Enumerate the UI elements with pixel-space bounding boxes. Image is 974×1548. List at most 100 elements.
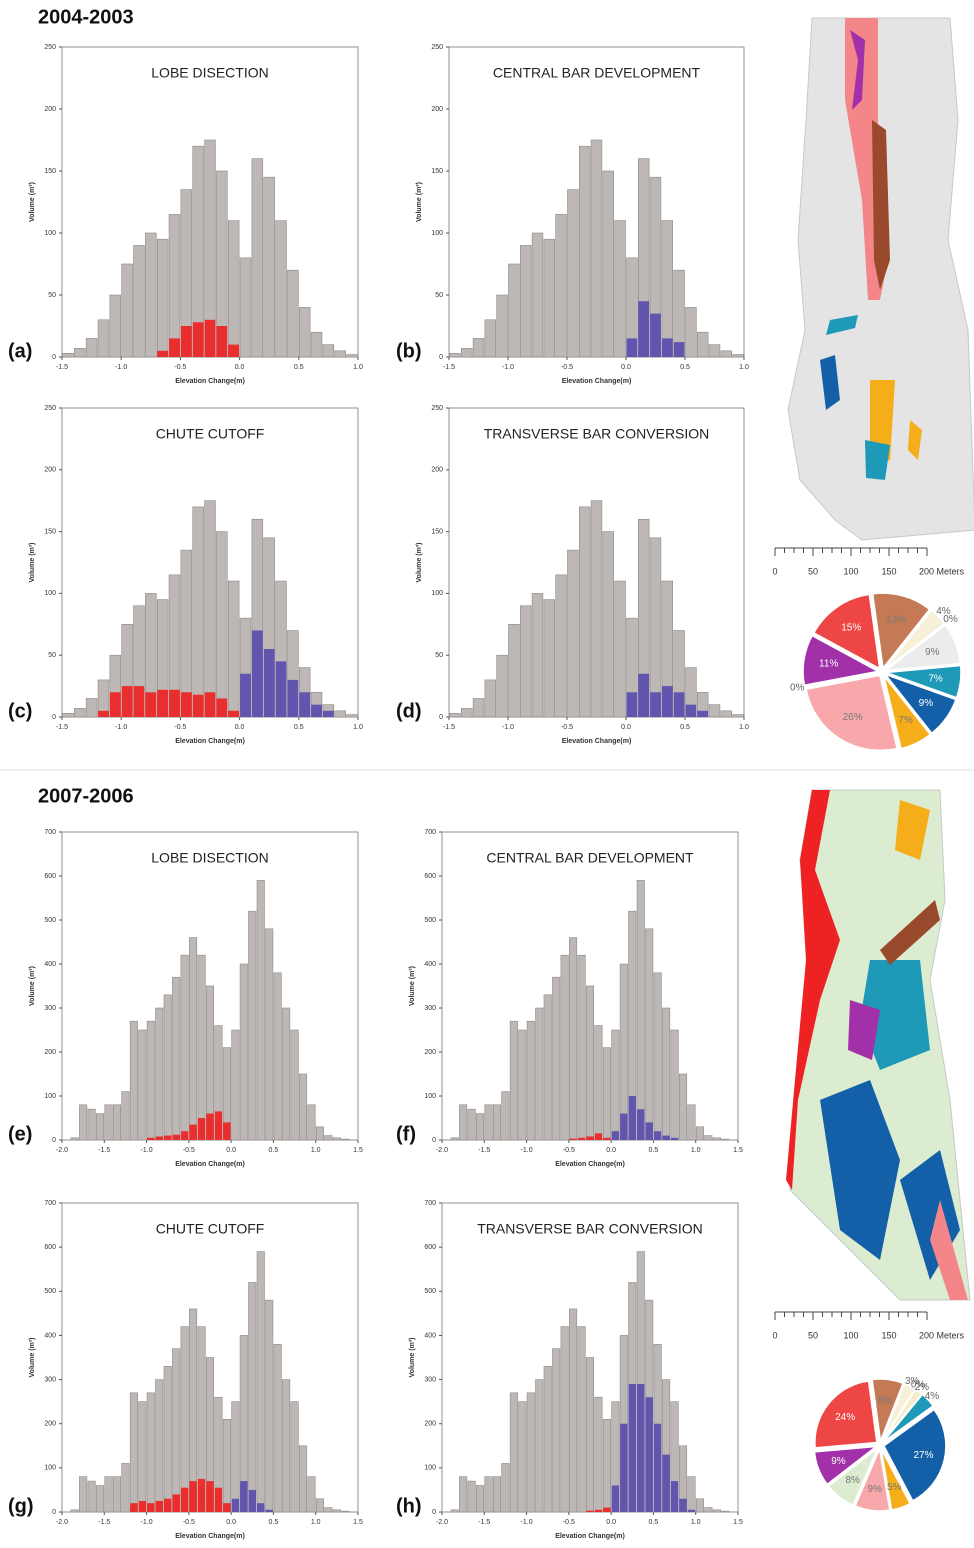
bar xyxy=(708,344,721,358)
bar xyxy=(322,710,334,717)
bar xyxy=(163,994,172,1141)
bar xyxy=(662,1007,671,1141)
x-axis-label: Elevation Change(m) xyxy=(555,1533,625,1540)
x-tick-label: -1.5 xyxy=(98,1147,110,1154)
bar xyxy=(275,220,287,358)
bar xyxy=(97,319,110,358)
x-tick-label: 1.0 xyxy=(353,724,363,731)
bar xyxy=(496,654,508,718)
bar xyxy=(552,976,561,1141)
pie-slice xyxy=(880,1448,912,1511)
pie-slice xyxy=(883,672,957,735)
bar xyxy=(87,1480,96,1513)
x-tick-label: 1.5 xyxy=(733,1147,743,1154)
bar xyxy=(653,1131,662,1140)
bar xyxy=(322,344,335,358)
bar xyxy=(567,189,579,358)
map-patch xyxy=(865,440,890,480)
map-patch xyxy=(930,1200,968,1300)
bar xyxy=(248,910,257,1141)
x-tick-label: 1.0 xyxy=(739,724,749,731)
x-tick-label: -2.0 xyxy=(436,1147,448,1154)
x-tick-label: 0.5 xyxy=(294,724,304,731)
y-tick-label: 500 xyxy=(424,1288,436,1295)
bar xyxy=(555,214,567,358)
y-tick-label: 200 xyxy=(44,106,56,113)
bar xyxy=(555,574,567,718)
bar xyxy=(662,1454,670,1512)
y-tick-label: 50 xyxy=(48,652,56,659)
y-tick-label: 200 xyxy=(44,467,56,474)
bar xyxy=(496,294,508,358)
chart-title: CENTRAL BAR DEVELOPMENT xyxy=(486,850,694,866)
bar xyxy=(172,1134,180,1140)
bar xyxy=(70,1137,79,1141)
y-tick-label: 100 xyxy=(44,230,56,237)
pie-label: 9% xyxy=(919,698,934,709)
bar xyxy=(586,1136,594,1140)
pie-slice xyxy=(804,672,879,688)
bar xyxy=(334,350,346,358)
pie-label: 27% xyxy=(913,1450,933,1461)
pie-slice xyxy=(883,623,962,672)
panel-label: (g) xyxy=(8,1495,34,1517)
bar xyxy=(155,1136,163,1140)
bar xyxy=(104,1476,113,1513)
x-tick-label: -0.5 xyxy=(563,1147,575,1154)
bar xyxy=(298,1445,308,1513)
y-axis-label: Volume (m³) xyxy=(29,182,36,222)
bar xyxy=(602,531,615,718)
map-patch xyxy=(895,800,930,860)
bar xyxy=(222,1419,231,1513)
x-tick-label: 0.0 xyxy=(226,1519,236,1526)
pie-label: 2% xyxy=(915,1382,930,1393)
bar xyxy=(661,686,673,717)
bar xyxy=(543,994,552,1141)
bar xyxy=(628,1383,637,1512)
scale-label: 200 Meters xyxy=(919,566,965,576)
bar xyxy=(590,139,603,358)
bar xyxy=(248,1282,257,1513)
bar xyxy=(79,1476,88,1513)
bar xyxy=(138,1029,147,1141)
pie-slice xyxy=(871,592,931,670)
bar xyxy=(169,689,180,717)
map-patch xyxy=(850,30,865,110)
bar xyxy=(501,1091,510,1141)
y-tick-label: 600 xyxy=(424,873,436,880)
x-tick-label: 0.5 xyxy=(680,364,690,371)
bar xyxy=(721,1510,730,1513)
y-tick-label: 200 xyxy=(44,1421,56,1428)
bar xyxy=(645,1397,653,1512)
bar xyxy=(602,1047,611,1141)
bar xyxy=(216,531,228,718)
bar xyxy=(472,338,485,358)
chart-title: CHUTE CUTOFF xyxy=(156,1221,265,1237)
bar xyxy=(567,549,579,718)
x-tick-label: 0.0 xyxy=(235,364,245,371)
bar xyxy=(508,263,520,358)
bar xyxy=(228,344,240,357)
y-tick-label: 700 xyxy=(44,1200,56,1207)
bar xyxy=(155,1500,163,1512)
y-tick-label: 400 xyxy=(44,1332,56,1339)
x-tick-label: 0.5 xyxy=(649,1519,659,1526)
bar xyxy=(484,679,496,718)
x-tick-label: -2.0 xyxy=(56,1147,68,1154)
y-tick-label: 600 xyxy=(44,873,56,880)
x-tick-label: -0.5 xyxy=(174,364,186,371)
bar xyxy=(223,1122,231,1140)
bar xyxy=(662,1135,670,1140)
pie-slice xyxy=(805,674,899,752)
bar xyxy=(661,220,674,358)
y-axis-label: Volume (m³) xyxy=(29,543,36,583)
y-tick-label: 200 xyxy=(424,1049,436,1056)
bar xyxy=(569,1138,577,1140)
bar xyxy=(476,1485,485,1513)
bar xyxy=(653,972,662,1141)
x-tick-label: -0.5 xyxy=(183,1147,195,1154)
pie-label: 3% xyxy=(905,1376,920,1387)
x-tick-label: 0.5 xyxy=(294,364,304,371)
x-tick-label: 0.5 xyxy=(649,1147,659,1154)
section-heading: 2004-2003 xyxy=(38,6,134,28)
